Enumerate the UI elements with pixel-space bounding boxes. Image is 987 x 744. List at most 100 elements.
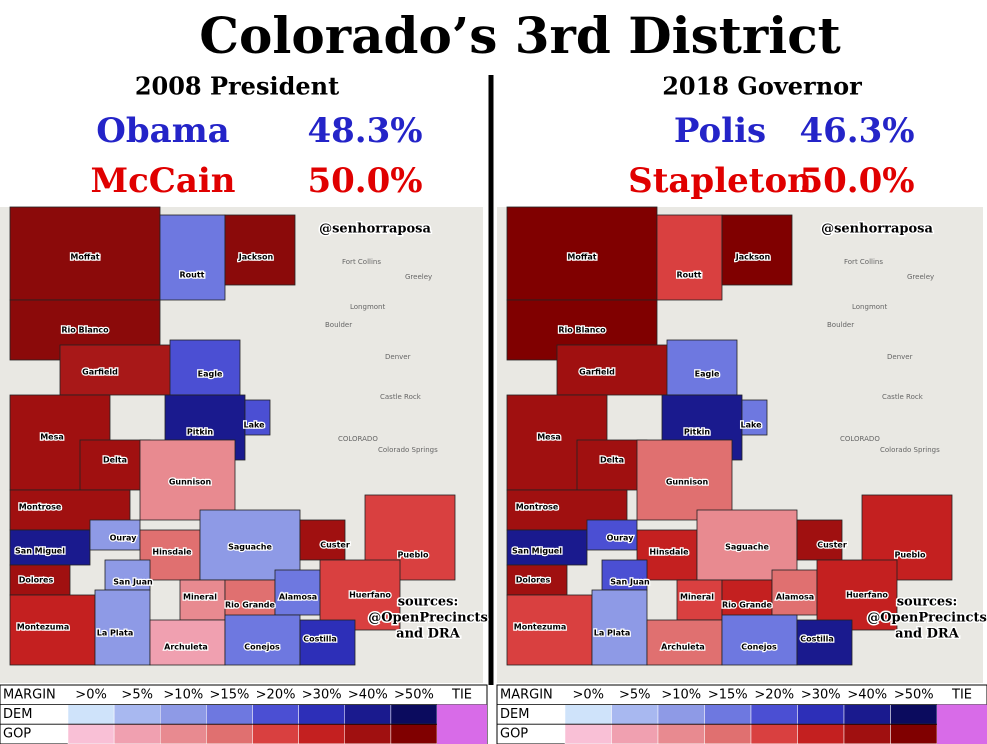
county — [601, 559, 648, 591]
legend-swatch — [206, 704, 253, 725]
county-label: San Juan — [113, 578, 153, 587]
county-label: Hinsdale — [152, 548, 192, 557]
county — [9, 594, 96, 666]
county-label: Lake — [740, 421, 762, 430]
city-label: Castle Rock — [882, 393, 924, 401]
city-label: Fort Collins — [844, 258, 883, 266]
candidate-name: Obama — [96, 111, 229, 151]
county-label: Pitkin — [187, 428, 213, 437]
legend-swatch — [611, 704, 659, 725]
county — [159, 214, 226, 301]
city-label: COLORADO — [338, 435, 378, 443]
city-label: Longmont — [350, 303, 385, 311]
city-label: Castle Rock — [380, 393, 422, 401]
county-label: Ouray — [607, 534, 635, 543]
county-label: Moffat — [567, 253, 596, 262]
legend-bin: >10% — [163, 687, 203, 702]
county — [636, 439, 733, 521]
county — [199, 509, 301, 581]
county — [591, 589, 648, 666]
legend-bin: >50% — [394, 687, 434, 702]
city-label: Denver — [385, 353, 411, 361]
legend-bin: >30% — [302, 687, 342, 702]
legend-bin: >40% — [847, 687, 887, 702]
county — [721, 214, 793, 286]
county — [149, 619, 226, 666]
legend-bin: >0% — [75, 687, 107, 702]
county — [224, 214, 296, 286]
county-label: Lake — [243, 421, 265, 430]
county — [646, 619, 723, 666]
candidate-name: Stapleton — [628, 161, 812, 201]
city-label: Boulder — [325, 321, 352, 329]
county — [299, 619, 356, 666]
county-label: Routt — [677, 271, 702, 280]
legend-swatch — [564, 704, 612, 725]
legend-swatch — [750, 723, 798, 744]
legend-swatch — [564, 723, 612, 744]
legend-bin: >20% — [256, 687, 296, 702]
legend-bin: >10% — [661, 687, 701, 702]
legend-bin: >40% — [348, 687, 388, 702]
candidate-pct: 50.0% — [307, 161, 422, 201]
county-label: Mesa — [537, 433, 561, 442]
county — [586, 519, 638, 551]
county — [79, 439, 151, 491]
county-label: Alamosa — [776, 593, 814, 602]
county — [224, 614, 301, 666]
county-label: Mesa — [40, 433, 64, 442]
legend-swatch — [843, 723, 891, 744]
legend-swatch — [252, 704, 299, 725]
county — [816, 559, 898, 631]
county-label: Mineral — [680, 593, 714, 602]
county-label: Delta — [600, 456, 624, 465]
county — [721, 614, 798, 666]
legend-tie: TIE — [951, 687, 972, 702]
county-label: San Miguel — [15, 547, 65, 556]
county-label: Garfield — [579, 368, 615, 377]
legend-row-label: DEM — [500, 707, 529, 722]
legend-row-label: GOP — [3, 727, 31, 742]
county — [94, 589, 151, 666]
county-label: Montrose — [516, 503, 559, 512]
county-label: Saguache — [725, 543, 769, 552]
map: Fort Collins Greeley Longmont Boulder Denver… — [0, 206, 489, 683]
sources: @OpenPrecincts — [867, 611, 987, 626]
legend-swatch — [890, 704, 938, 725]
legend-bin: >15% — [210, 687, 250, 702]
county-label: Rio Blanco — [558, 326, 606, 335]
legend-bin: >5% — [619, 687, 651, 702]
county-label: Conejos — [244, 643, 280, 652]
county — [244, 399, 271, 436]
legend-swatch — [704, 704, 752, 725]
legend-swatch — [657, 723, 705, 744]
county — [506, 564, 568, 596]
sources: @OpenPrecincts — [368, 611, 488, 626]
legend-bin: >0% — [572, 687, 604, 702]
legend-swatch — [113, 723, 161, 744]
county-label: Dolores — [19, 576, 54, 585]
county — [9, 564, 71, 596]
county-label: Pitkin — [684, 428, 710, 437]
county-label: Gunnison — [169, 478, 212, 487]
county — [224, 579, 276, 621]
county-label: Rio Grande — [722, 601, 773, 610]
candidate-pct: 46.3% — [799, 111, 914, 151]
legend-swatch — [797, 704, 845, 725]
city-label: Boulder — [827, 321, 854, 329]
county-label: Montezuma — [17, 623, 70, 632]
county-label: Eagle — [198, 370, 223, 379]
county-label: La Plata — [594, 629, 631, 638]
sources: and DRA — [895, 627, 960, 642]
legend-swatch — [344, 723, 392, 744]
title: Colorado’s 3rd District — [199, 6, 840, 65]
legend-swatch — [390, 704, 438, 725]
county — [139, 439, 236, 521]
county-label: Gunnison — [666, 478, 709, 487]
legend-swatch — [113, 704, 161, 725]
county-label: Jackson — [238, 253, 274, 262]
county-label: Garfield — [82, 368, 118, 377]
candidate-name: Polis — [674, 111, 766, 151]
legend-swatch — [160, 704, 207, 725]
